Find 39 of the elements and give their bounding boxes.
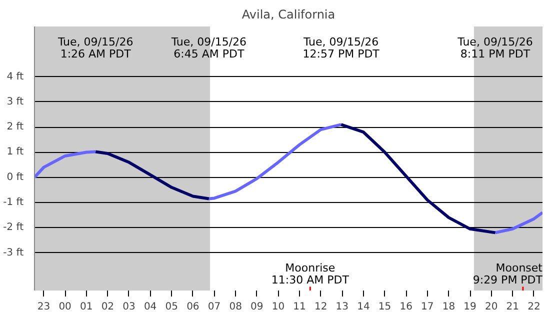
annotation: Tue, 09/15/26 8:11 PM PDT: [456, 35, 533, 61]
x-tick-label: 04: [144, 302, 157, 312]
x-tick-label: 17: [421, 302, 434, 312]
ref-line-label: Moonset 9:29 PM PDT: [472, 261, 544, 287]
x-tick-label: 12: [314, 302, 328, 312]
x-tick-label: 05: [165, 302, 178, 312]
x-tick-label: 20: [484, 302, 498, 312]
x-tick-label: 21: [506, 302, 520, 312]
x-tick-label: 14: [357, 302, 370, 312]
x-tick-label: 22: [528, 302, 540, 312]
y-tick-label: 0 ft: [6, 172, 24, 183]
x-tick-label: 10: [272, 302, 285, 312]
x-tick-label: 23: [37, 302, 50, 312]
y-tick-label: -3 ft: [3, 247, 24, 258]
x-tick-label: 06: [186, 302, 200, 312]
x-tick-label: 08: [229, 302, 242, 312]
x-tick-label: 09: [250, 302, 264, 312]
annotation: Tue, 09/15/26 12:57 PM PDT: [302, 35, 380, 61]
annotation: Tue, 09/15/26 6:45 AM PDT: [170, 35, 247, 61]
x-tick-label: 00: [58, 302, 72, 312]
x-tick-label: 16: [400, 302, 412, 312]
x-tick-label: 18: [442, 302, 456, 312]
x-tick-label: 15: [378, 302, 392, 312]
x-tick-label: 01: [80, 302, 93, 312]
y-tick-label: 2 ft: [6, 122, 24, 133]
y-tick-label: -1 ft: [3, 197, 24, 208]
x-tick-label: 11: [293, 302, 306, 312]
chart-title: Avila, California: [242, 8, 336, 22]
x-tick-label: 07: [208, 302, 221, 312]
y-tick-label: -2 ft: [3, 222, 24, 234]
annotation: Tue, 09/15/26 1:26 AM PDT: [57, 35, 134, 61]
x-tick-label: 03: [122, 302, 136, 312]
x-tick-label: 19: [464, 302, 476, 312]
x-tick-label: 02: [101, 302, 114, 312]
ref-line-label: Moonrise 11:30 AM PDT: [271, 261, 350, 287]
y-tick-label: 3 ft: [6, 96, 24, 108]
y-tick-label: 4 ft: [6, 71, 24, 82]
y-tick-label: 1 ft: [6, 146, 24, 158]
x-tick-label: 13: [336, 302, 349, 312]
